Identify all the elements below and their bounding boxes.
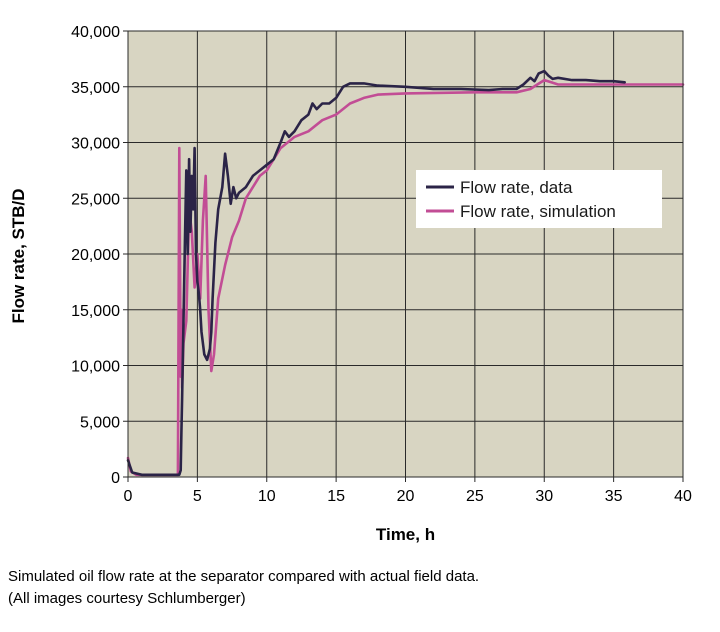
- y-tick-label: 25,000: [71, 191, 120, 208]
- y-tick-label: 40,000: [71, 24, 120, 41]
- y-tick-label: 15,000: [71, 303, 120, 320]
- tick-labels: 0 5 10 15 20 25 30 35 40 0 5,000 10,000 15,000 20,000…: [71, 24, 692, 505]
- y-tick-label: 0: [111, 470, 120, 487]
- legend: Flow rate, data Flow rate, simulation: [416, 170, 662, 228]
- caption-line-1: Simulated oil flow rate at the separator…: [8, 568, 480, 585]
- flow-rate-chart: 0 5 10 15 20 25 30 35 40 0 5,000 10,000 15,000 20,000…: [9, 24, 692, 544]
- x-tick-label: 15: [327, 488, 345, 505]
- x-tick-label: 35: [605, 488, 623, 505]
- x-tick-label: 0: [124, 488, 133, 505]
- y-tick-label: 10,000: [71, 359, 120, 376]
- legend-box: [416, 170, 662, 228]
- x-tick-label: 25: [466, 488, 484, 505]
- y-tick-label: 35,000: [71, 80, 120, 97]
- x-tick-label: 20: [397, 488, 415, 505]
- x-tick-label: 5: [193, 488, 202, 505]
- y-axis-title: Flow rate, STB/D: [9, 188, 28, 323]
- legend-label-data: Flow rate, data: [460, 178, 573, 197]
- series-line-data: [126, 69, 627, 477]
- caption-line-2: (All images courtesy Schlumberger): [8, 590, 246, 607]
- legend-label-simulation: Flow rate, simulation: [460, 202, 616, 221]
- x-tick-label: 10: [258, 488, 276, 505]
- series-lines: [126, 69, 685, 477]
- x-axis-title: Time, h: [376, 525, 435, 544]
- figure-caption: Simulated oil flow rate at the separator…: [8, 566, 712, 610]
- x-tick-label: 30: [535, 488, 553, 505]
- x-tick-label: 40: [674, 488, 692, 505]
- y-tick-label: 20,000: [71, 247, 120, 264]
- chart-figure: 0 5 10 15 20 25 30 35 40 0 5,000 10,000 15,000 20,000…: [9, 24, 692, 544]
- y-tick-label: 30,000: [71, 136, 120, 153]
- series-line-simulation: [126, 78, 685, 477]
- y-tick-label: 5,000: [80, 414, 120, 431]
